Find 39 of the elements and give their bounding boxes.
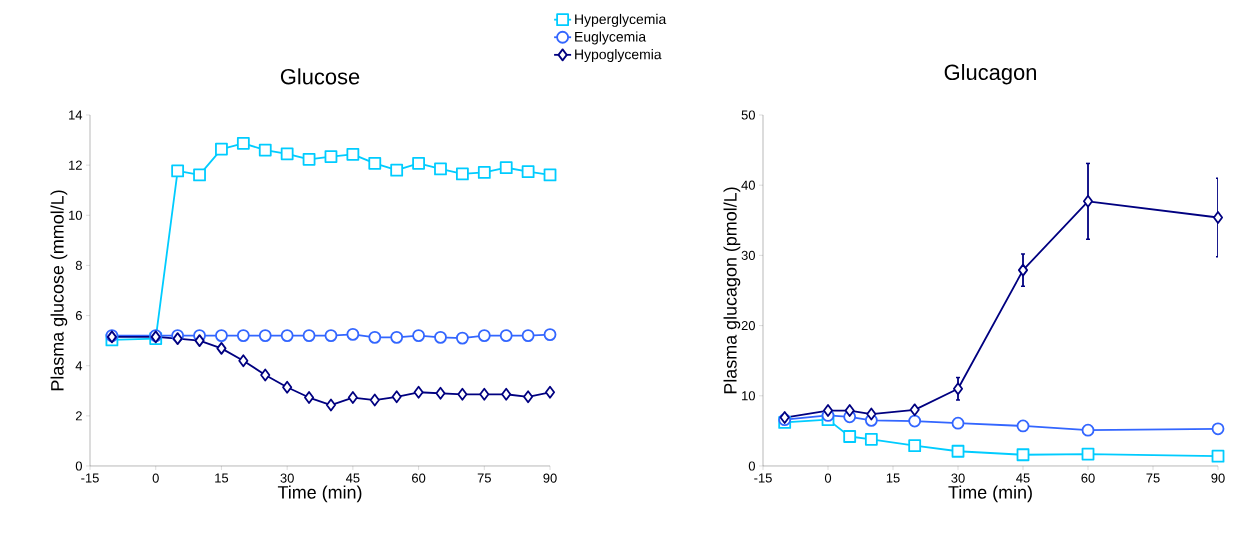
y-tick-label: 30 (741, 250, 755, 260)
y-tick-label: 4 (75, 361, 83, 371)
y-tick-label: 50 (741, 110, 755, 120)
chart-title: Glucose (280, 68, 360, 85)
x-tick-label: -15 (754, 473, 772, 483)
x-tick-label: -15 (81, 473, 99, 483)
y-tick-label: 40 (741, 180, 755, 190)
x-tick-label: 15 (886, 473, 900, 483)
x-axis-title: Time (min) (277, 485, 362, 503)
legend-label: Hypoglycemia (575, 49, 662, 63)
x-tick-label: 0 (152, 473, 159, 483)
x-tick-label: 45 (1016, 473, 1030, 483)
legend-label: Euglycemia (575, 31, 647, 45)
x-tick-label: 45 (345, 473, 360, 483)
legend-label: Hyperglycemia (575, 13, 667, 27)
x-tick-label: 60 (412, 473, 426, 483)
y-tick-label: 10 (69, 210, 82, 220)
x-tick-label: 15 (215, 473, 229, 483)
x-axis-title: Time (min) (948, 485, 1032, 503)
y-tick-label: 14 (69, 110, 83, 120)
y-tick-label: 2 (75, 411, 82, 421)
y-tick-label: 0 (75, 461, 82, 471)
y-axis-title: Plasma glucose (mmol/L) (50, 190, 68, 391)
y-tick-label: 0 (748, 461, 755, 471)
y-tick-label: 8 (75, 260, 82, 270)
y-tick-label: 20 (741, 321, 755, 331)
x-tick-label: 30 (951, 473, 965, 483)
y-tick-label: 6 (75, 310, 82, 321)
y-axis-title: Plasma glucagon (pmol/L) (723, 187, 741, 394)
x-tick-label: 75 (1146, 473, 1160, 483)
x-tick-label: 90 (543, 473, 557, 483)
y-tick-label: 12 (69, 160, 82, 170)
x-tick-label: 0 (824, 473, 832, 483)
x-tick-label: 30 (280, 473, 294, 483)
x-tick-label: 90 (1211, 473, 1225, 483)
x-tick-label: 60 (1081, 473, 1095, 483)
y-tick-label: 10 (742, 391, 755, 401)
chart-title: Glucagon (944, 64, 1036, 85)
x-tick-label: 75 (477, 473, 491, 483)
